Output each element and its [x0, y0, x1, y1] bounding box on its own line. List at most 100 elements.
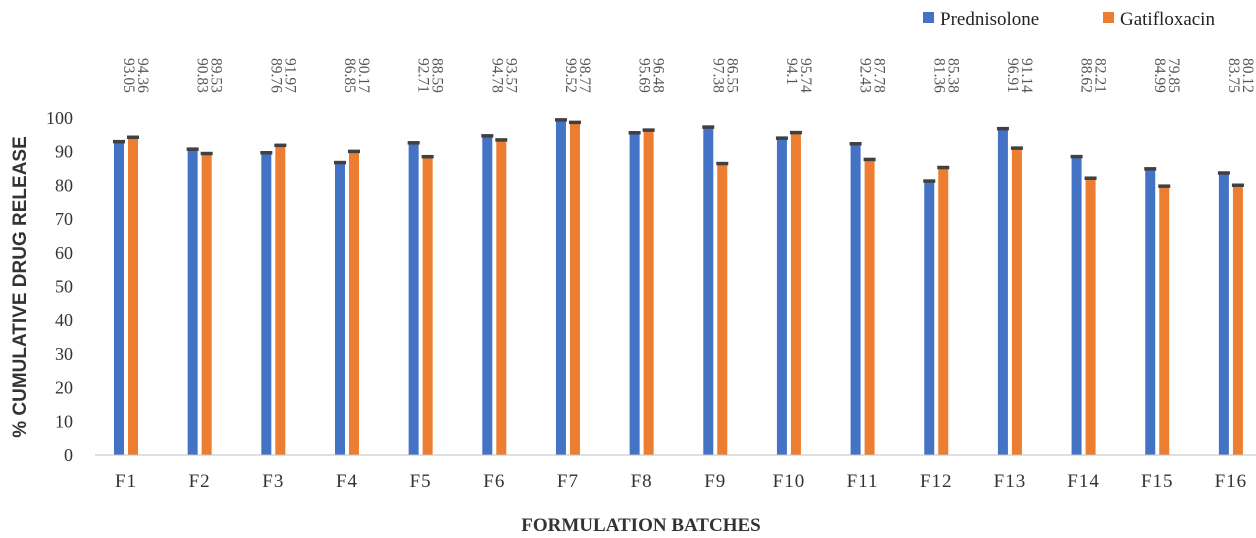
- bar-prednisolone: [1071, 156, 1082, 456]
- bars: [113, 118, 1244, 456]
- data-label: 87.78: [871, 58, 888, 93]
- x-tick-label: F1: [115, 471, 137, 492]
- error-cap: [1144, 167, 1157, 171]
- data-label: 96.48: [650, 58, 667, 93]
- y-tick-label: 10: [55, 411, 73, 431]
- error-cap: [481, 134, 494, 138]
- data-label: 90.83: [194, 58, 211, 93]
- x-axis: F1 F2 F3 F4 F5 F6 F7 F8 F9 F10 F11 F12 F13 F14 F15 F16: [115, 471, 1248, 492]
- data-label: 89.76: [267, 58, 284, 93]
- data-label: 85.38: [944, 58, 961, 93]
- data-label: 91.97: [281, 58, 298, 93]
- y-tick-label: 100: [46, 108, 73, 128]
- bar-gatifloxacin: [790, 132, 801, 455]
- bar-prednisolone: [187, 148, 198, 455]
- x-tick-label: F13: [994, 471, 1027, 492]
- error-cap: [186, 147, 199, 151]
- error-cap: [1010, 146, 1023, 150]
- data-label: 83.75: [1225, 58, 1242, 93]
- data-label: 79.85: [1165, 58, 1182, 93]
- bar-prednisolone: [482, 135, 493, 455]
- bar-prednisolone: [114, 141, 124, 455]
- bar-prednisolone: [924, 180, 935, 455]
- y-tick-label: 40: [55, 310, 73, 330]
- data-label: 95.69: [636, 58, 653, 93]
- bar-gatifloxacin: [864, 159, 875, 455]
- bar-prednisolone: [1218, 172, 1229, 455]
- error-cap: [113, 139, 125, 144]
- y-axis: 0 10 20 30 40 50 60 70 80 90 100: [46, 108, 73, 465]
- data-label: 99.52: [562, 58, 579, 93]
- x-tick-label: F3: [262, 471, 284, 492]
- error-cap: [849, 142, 862, 146]
- error-cap: [495, 138, 508, 142]
- legend-label-gatifloxacin: Gatifloxacin: [1120, 9, 1215, 30]
- data-label: 91.14: [1018, 58, 1035, 93]
- y-tick-label: 0: [64, 445, 73, 465]
- bar-prednisolone: [997, 128, 1008, 455]
- y-tick-label: 80: [55, 175, 73, 195]
- data-label: 88.62: [1078, 58, 1095, 93]
- bar-gatifloxacin: [1159, 185, 1170, 455]
- data-label: 89.53: [208, 58, 225, 93]
- x-tick-label: F9: [704, 471, 726, 492]
- error-cap: [1084, 176, 1097, 180]
- error-cap: [1217, 171, 1230, 175]
- legend-label-prednisolone: Prednisolone: [940, 9, 1039, 30]
- error-cap: [347, 149, 360, 154]
- bar-prednisolone: [629, 132, 640, 455]
- error-cap: [937, 165, 950, 170]
- bar-gatifloxacin: [1232, 184, 1243, 455]
- error-cap: [333, 160, 346, 165]
- error-cap: [1070, 154, 1083, 159]
- y-tick-label: 70: [55, 209, 73, 229]
- legend-swatch-prednisolone: [923, 12, 934, 23]
- x-tick-label: F6: [483, 471, 505, 492]
- data-label: 95.74: [797, 58, 814, 93]
- data-label: 86.85: [341, 58, 358, 93]
- x-tick-label: F16: [1215, 471, 1248, 492]
- bar-prednisolone: [555, 119, 566, 455]
- x-tick-label: F7: [557, 471, 579, 492]
- data-label: 84.99: [1151, 58, 1168, 93]
- bar-prednisolone: [1145, 168, 1156, 456]
- y-tick-label: 30: [55, 344, 73, 364]
- data-label: 80.12: [1239, 58, 1256, 93]
- data-label: 94.78: [488, 58, 505, 93]
- error-cap: [628, 131, 641, 135]
- bar-gatifloxacin: [275, 145, 286, 455]
- data-label: 81.36: [930, 58, 947, 93]
- bar-gatifloxacin: [422, 156, 433, 455]
- x-tick-label: F2: [189, 471, 211, 492]
- bar-prednisolone: [850, 143, 861, 455]
- bar-prednisolone: [261, 152, 272, 456]
- data-label: 90.17: [355, 58, 372, 93]
- bar-gatifloxacin: [348, 151, 359, 455]
- bar-gatifloxacin: [643, 129, 654, 455]
- data-label: 92.71: [415, 58, 432, 93]
- y-tick-label: 20: [55, 378, 73, 398]
- y-tick-label: 50: [55, 277, 73, 297]
- data-label: 88.59: [429, 58, 446, 93]
- bar-gatifloxacin: [717, 163, 728, 455]
- error-cap: [1231, 183, 1244, 187]
- error-cap: [996, 126, 1009, 131]
- data-label: 93.05: [120, 58, 137, 93]
- bar-prednisolone: [703, 126, 714, 455]
- error-cap: [568, 120, 581, 125]
- x-tick-label: F11: [847, 471, 879, 492]
- error-cap: [200, 151, 213, 156]
- x-axis-title: FORMULATION BATCHES: [521, 515, 760, 536]
- x-tick-label: F15: [1141, 471, 1174, 492]
- y-tick-label: 90: [55, 142, 73, 162]
- bar-gatifloxacin: [1085, 177, 1096, 455]
- bar-gatifloxacin: [201, 153, 212, 455]
- error-cap: [554, 118, 567, 122]
- bar-gatifloxacin: [128, 137, 138, 455]
- data-labels: 93.05 90.83 89.76 86.85 92.71 94.78 99.52 95.69…: [120, 58, 1256, 93]
- error-cap: [407, 141, 420, 145]
- error-cap: [260, 151, 273, 155]
- error-cap: [863, 157, 876, 162]
- legend: Prednisolone Gatifloxacin: [923, 9, 1215, 30]
